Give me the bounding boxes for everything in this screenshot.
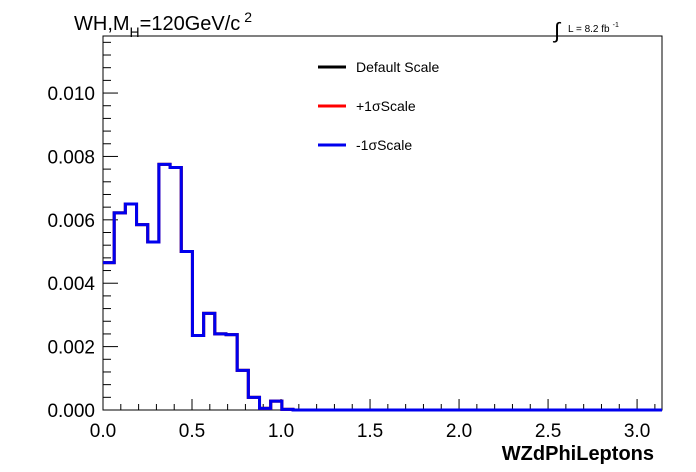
y-tick-label: 0.000 [47, 401, 95, 422]
y-tick-label: 0.002 [47, 338, 95, 359]
x-tick-label: 2.0 [446, 421, 472, 442]
series-line-2 [103, 162, 662, 412]
x-tick-label: 2.5 [535, 421, 561, 442]
lumi-integral: ∫ [552, 18, 562, 43]
y-tick-label: 0.008 [47, 147, 95, 168]
y-tick-label: 0.010 [47, 84, 95, 105]
plot-frame [102, 35, 663, 411]
y-tick-label: 0.004 [47, 274, 95, 295]
x-axis-label: WZdPhiLeptons [502, 443, 654, 465]
chart-title: WH,MH=120GeV/c 2 [74, 9, 252, 40]
series-line-0 [103, 162, 662, 412]
histogram-series [103, 162, 662, 412]
x-tick-label: 0.0 [90, 421, 116, 442]
x-tick-label: 1.5 [357, 421, 383, 442]
x-tick-label: 1.0 [268, 421, 294, 442]
legend: Default Scale +1σScale -1σScale [318, 59, 439, 153]
legend-label: +1σScale [356, 98, 416, 114]
axis-ticks [102, 41, 656, 411]
legend-label: -1σScale [356, 137, 412, 153]
axis-tick-labels: 0.0 0.5 1.0 1.5 2.0 2.5 3.0 0.000 0.002 0.004 0.00… [47, 84, 650, 442]
series-line-1 [103, 162, 662, 412]
lumi-label: L = 8.2 fb -1 [568, 22, 619, 35]
x-tick-label: 3.0 [624, 421, 650, 442]
x-tick-label: 0.5 [179, 421, 205, 442]
legend-label: Default Scale [356, 59, 439, 75]
y-tick-label: 0.006 [47, 211, 95, 232]
